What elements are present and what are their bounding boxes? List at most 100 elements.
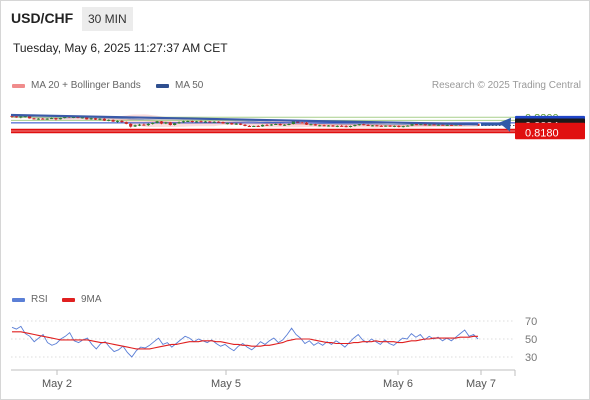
candle-body [335, 125, 339, 127]
candle-body [177, 122, 181, 124]
legend-ma20: MA 20 + Bollinger Bands [12, 80, 141, 91]
level-label-0.8180: 0.8180 [525, 127, 559, 139]
candle-body [221, 122, 225, 124]
candle-body [419, 123, 423, 125]
candle-body [239, 123, 243, 125]
candle-body [414, 124, 419, 126]
candle-body [287, 124, 291, 125]
candle-body [247, 126, 251, 127]
candle-body [124, 122, 128, 124]
rsi-tick-70: 70 [525, 316, 537, 328]
candle-body [252, 126, 256, 127]
candle-body [384, 125, 388, 127]
candle-body [296, 121, 300, 123]
candle-body [441, 124, 445, 126]
candle-body [366, 125, 370, 126]
candle-body [260, 124, 265, 127]
candle-body [58, 118, 62, 120]
candle-body [111, 119, 115, 122]
ma50-label: MA 50 [175, 80, 204, 91]
candle-body [32, 118, 36, 120]
ma9-swatch [62, 297, 75, 302]
candle-body [300, 122, 304, 124]
candle-body [151, 122, 155, 124]
candle-body [159, 121, 164, 124]
level-badge-0.8180 [515, 125, 585, 140]
candle-body [36, 118, 40, 120]
ma20-label: MA 20 + Bollinger Bands [31, 80, 141, 91]
candle-body [212, 121, 216, 123]
rsi-9ma-line [12, 331, 478, 350]
candle-body [388, 125, 392, 127]
candle-body [362, 124, 366, 126]
candle-body [458, 124, 463, 126]
candle-body [340, 125, 344, 127]
candle-body [203, 121, 208, 123]
candle-body [14, 116, 18, 118]
candle-body [142, 124, 146, 126]
candle-body [230, 123, 234, 125]
candle-body [234, 123, 238, 125]
candle-body [102, 118, 106, 121]
candle-body [80, 117, 84, 119]
ma9-label: 9MA [81, 294, 102, 305]
candle-body [195, 121, 199, 123]
candle-body [107, 119, 111, 121]
candle-body [432, 124, 436, 126]
candle-body [10, 115, 14, 117]
legend-9ma: 9MA [62, 294, 102, 305]
candle-body [344, 126, 348, 128]
candle-body [243, 124, 247, 126]
candle-body [326, 125, 331, 127]
candle-body [392, 125, 397, 127]
candle-body [89, 118, 93, 120]
rsi-tick-30: 30 [525, 352, 537, 364]
candle-body [120, 120, 124, 123]
credit-text: Research © 2025 Trading Central [431, 80, 581, 91]
candle-body [49, 118, 54, 120]
candle-body [256, 126, 260, 127]
candle-body [168, 122, 172, 125]
descending-trendline [10, 113, 479, 126]
candle-body [370, 125, 375, 127]
candle-body [428, 124, 432, 126]
x-tick-label: May 2 [42, 378, 72, 390]
rsi-label: RSI [31, 294, 48, 305]
instrument-title: USD/CHF [11, 10, 74, 26]
candle-body [137, 124, 142, 126]
legend-ma50: MA 50 [156, 80, 203, 91]
candle-body [19, 116, 23, 118]
candle-body [217, 121, 221, 123]
candle-body [54, 118, 58, 120]
candle-body [23, 116, 27, 118]
ma50-line [11, 115, 478, 126]
candle-body [357, 124, 361, 126]
candle-body [129, 123, 133, 127]
candle-body [309, 124, 313, 126]
candle-body [375, 125, 379, 127]
candle-body [173, 123, 177, 125]
candle-body [423, 123, 427, 126]
candle-body [269, 124, 273, 126]
candle-body [76, 117, 80, 118]
rsi-swatch [12, 297, 25, 302]
candle-body [265, 124, 269, 126]
forecast-arrow-head [499, 117, 511, 132]
candle-body [401, 126, 405, 128]
candle-body [45, 118, 49, 120]
candle-body [282, 124, 287, 126]
candle-body [146, 123, 150, 126]
candle-body [186, 121, 190, 122]
candle-body [348, 126, 353, 127]
timeframe-badge[interactable]: 30 MIN [82, 7, 133, 31]
candle-body [164, 122, 168, 124]
candle-body [85, 117, 89, 120]
candle-body [27, 116, 32, 119]
candle-body [98, 118, 102, 120]
candle-body [353, 125, 357, 126]
x-tick-label: May 5 [211, 378, 241, 390]
legend-rsi: RSI [12, 294, 48, 305]
candle-body [406, 125, 410, 127]
candle-body [190, 121, 194, 122]
